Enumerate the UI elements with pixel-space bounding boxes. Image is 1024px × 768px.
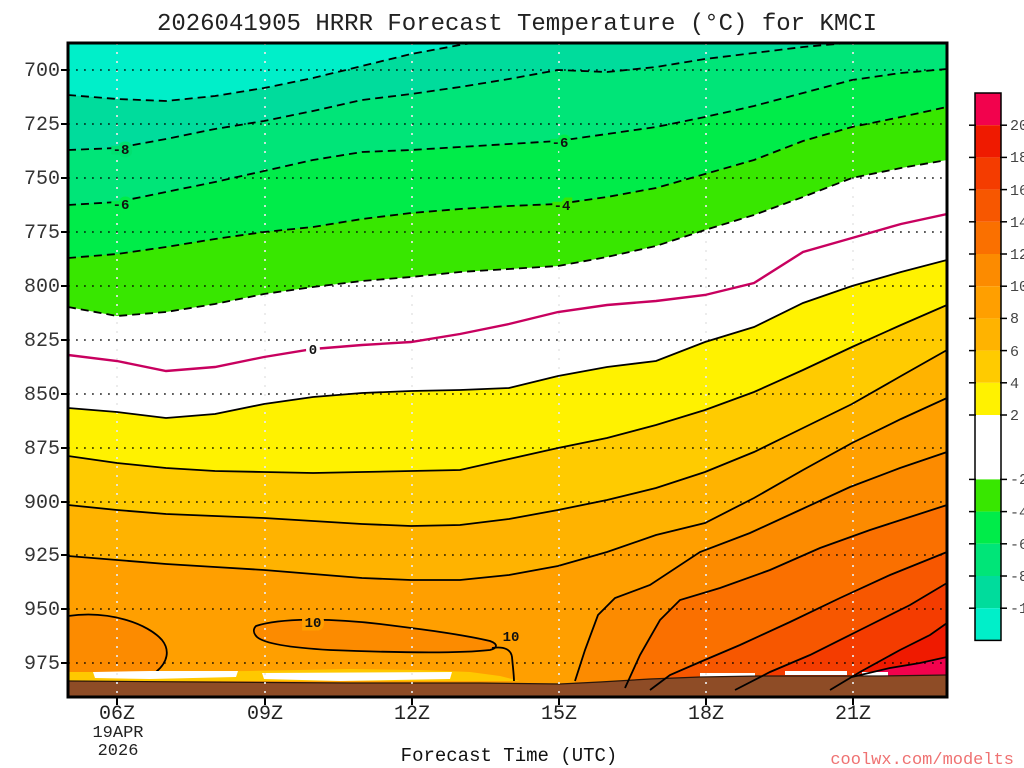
colorbar-label: -4 [1010,505,1024,522]
y-axis-tick-label: 925 [24,545,60,568]
colorbar-segment [975,125,1001,158]
terrain-strip [68,675,947,697]
colorbar-label: 10 [1010,279,1024,296]
colorbar-segment [975,157,1001,190]
colorbar-label: -10 [1010,601,1024,618]
warm-pocket-left-contour [68,613,168,673]
y-axis-tick-label: 800 [24,276,60,299]
colorbar-label: -6 [1010,537,1024,554]
y-axis-tick-label: 850 [24,384,60,407]
warm-pocket-hook-contour [491,646,515,682]
x-axis-tick-label: 06Z [99,703,135,726]
contour-label: 10 [305,616,322,632]
contour-lines [68,43,947,691]
y-axis-tick-label: 725 [24,114,60,137]
colorbar-segment [975,318,1001,351]
colorbar-segment [975,415,1001,480]
colorbar-segment [975,189,1001,222]
terrain-notch [700,673,755,677]
colorbar-label: 6 [1010,344,1019,361]
contour-label: 10 [503,630,520,646]
colorbar-labels: 20 18 16 14 12 10 8 6 4 2 -2 -4 -6 -8 -1… [1010,118,1024,618]
terrain-top-edge [68,674,947,685]
contour-bands [68,43,947,697]
negative-contours [68,43,947,317]
y-axis-tick-label: 750 [24,168,60,191]
colorbar-segment [975,608,1001,641]
y-axis-tick-label: 775 [24,222,60,245]
colorbar-label: 14 [1010,215,1024,232]
y-axis-tick-label: 975 [24,653,60,676]
colorbar-segment [975,254,1001,287]
contour-label: -6 [113,198,130,214]
colorbar-ticks [969,124,1007,609]
colorbar-segment [975,511,1001,544]
y-axis-tick-label: 875 [24,438,60,461]
colorbar-segment [975,286,1001,319]
x-axis-tick-label: 21Z [835,703,871,726]
x-axis-tick-label: 09Z [247,703,283,726]
warm-pocket-mid [252,618,497,654]
y-axis-tick-label: 700 [24,60,60,83]
x-axis-labels: 06Z 09Z 12Z 15Z 18Z 21Z 19APR 2026 [92,703,871,761]
contour-label: -8 [113,143,130,159]
terrain-notch [862,672,888,676]
x-axis-tick-label: 15Z [541,703,577,726]
x-axis-tick-label: 18Z [688,703,724,726]
contour-label: -4 [554,199,571,215]
gridlines [68,43,947,697]
y-axis-tick-label: 900 [24,492,60,515]
colorbar-label: 18 [1010,150,1024,167]
colorbar-segment [975,93,1001,126]
vertical-gridlines [116,43,854,697]
contour-label-group: -8 -6 -6 -4 0 10 10 [109,133,574,650]
colorbar-segment [975,543,1001,576]
y-axis-labels: 700 725 750 775 800 825 850 875 900 925 … [24,60,60,676]
positive-contours [68,259,947,691]
colorbar-segment [975,221,1001,254]
colorbar-label: 8 [1010,311,1019,328]
colorbar-segment [975,382,1001,415]
plot-border [66,41,949,699]
colorbar-label: 2 [1010,408,1019,425]
colorbar-label: 16 [1010,183,1024,200]
y-axis-tick-label: 825 [24,330,60,353]
terrain-notch [93,671,238,679]
x-axis-title: Forecast Time (UTC) [401,745,618,767]
chart-title: 2026041905 HRRR Forecast Temperature (°C… [157,11,877,38]
colorbar-label: -2 [1010,472,1024,489]
x-axis-tick-label: 12Z [394,703,430,726]
colorbar-segment [975,576,1001,609]
terrain-notch [785,671,847,675]
colorbar-label: -8 [1010,569,1024,586]
x-axis-date-line2: 2026 [98,742,139,761]
colorbar: 20 18 16 14 12 10 8 6 4 2 -2 -4 -6 -8 -1… [969,92,1024,642]
terrain-notch [262,672,452,681]
watermark: coolwx.com/modelts [830,751,1014,768]
contour-label: -6 [552,136,569,152]
colorbar-segment [975,350,1001,383]
colorbar-border [974,92,1002,642]
colorbar-label: 20 [1010,118,1024,135]
colorbar-label: 4 [1010,376,1019,393]
contour-label: 0 [309,343,317,359]
colorbar-label: 12 [1010,247,1024,264]
colorbar-segment [975,479,1001,512]
x-axis-date-line1: 19APR [92,724,143,743]
y-axis-tick-label: 950 [24,599,60,622]
axis-ticks [61,69,854,705]
zero-contour [68,212,947,373]
warm-pocket-left [68,614,167,672]
